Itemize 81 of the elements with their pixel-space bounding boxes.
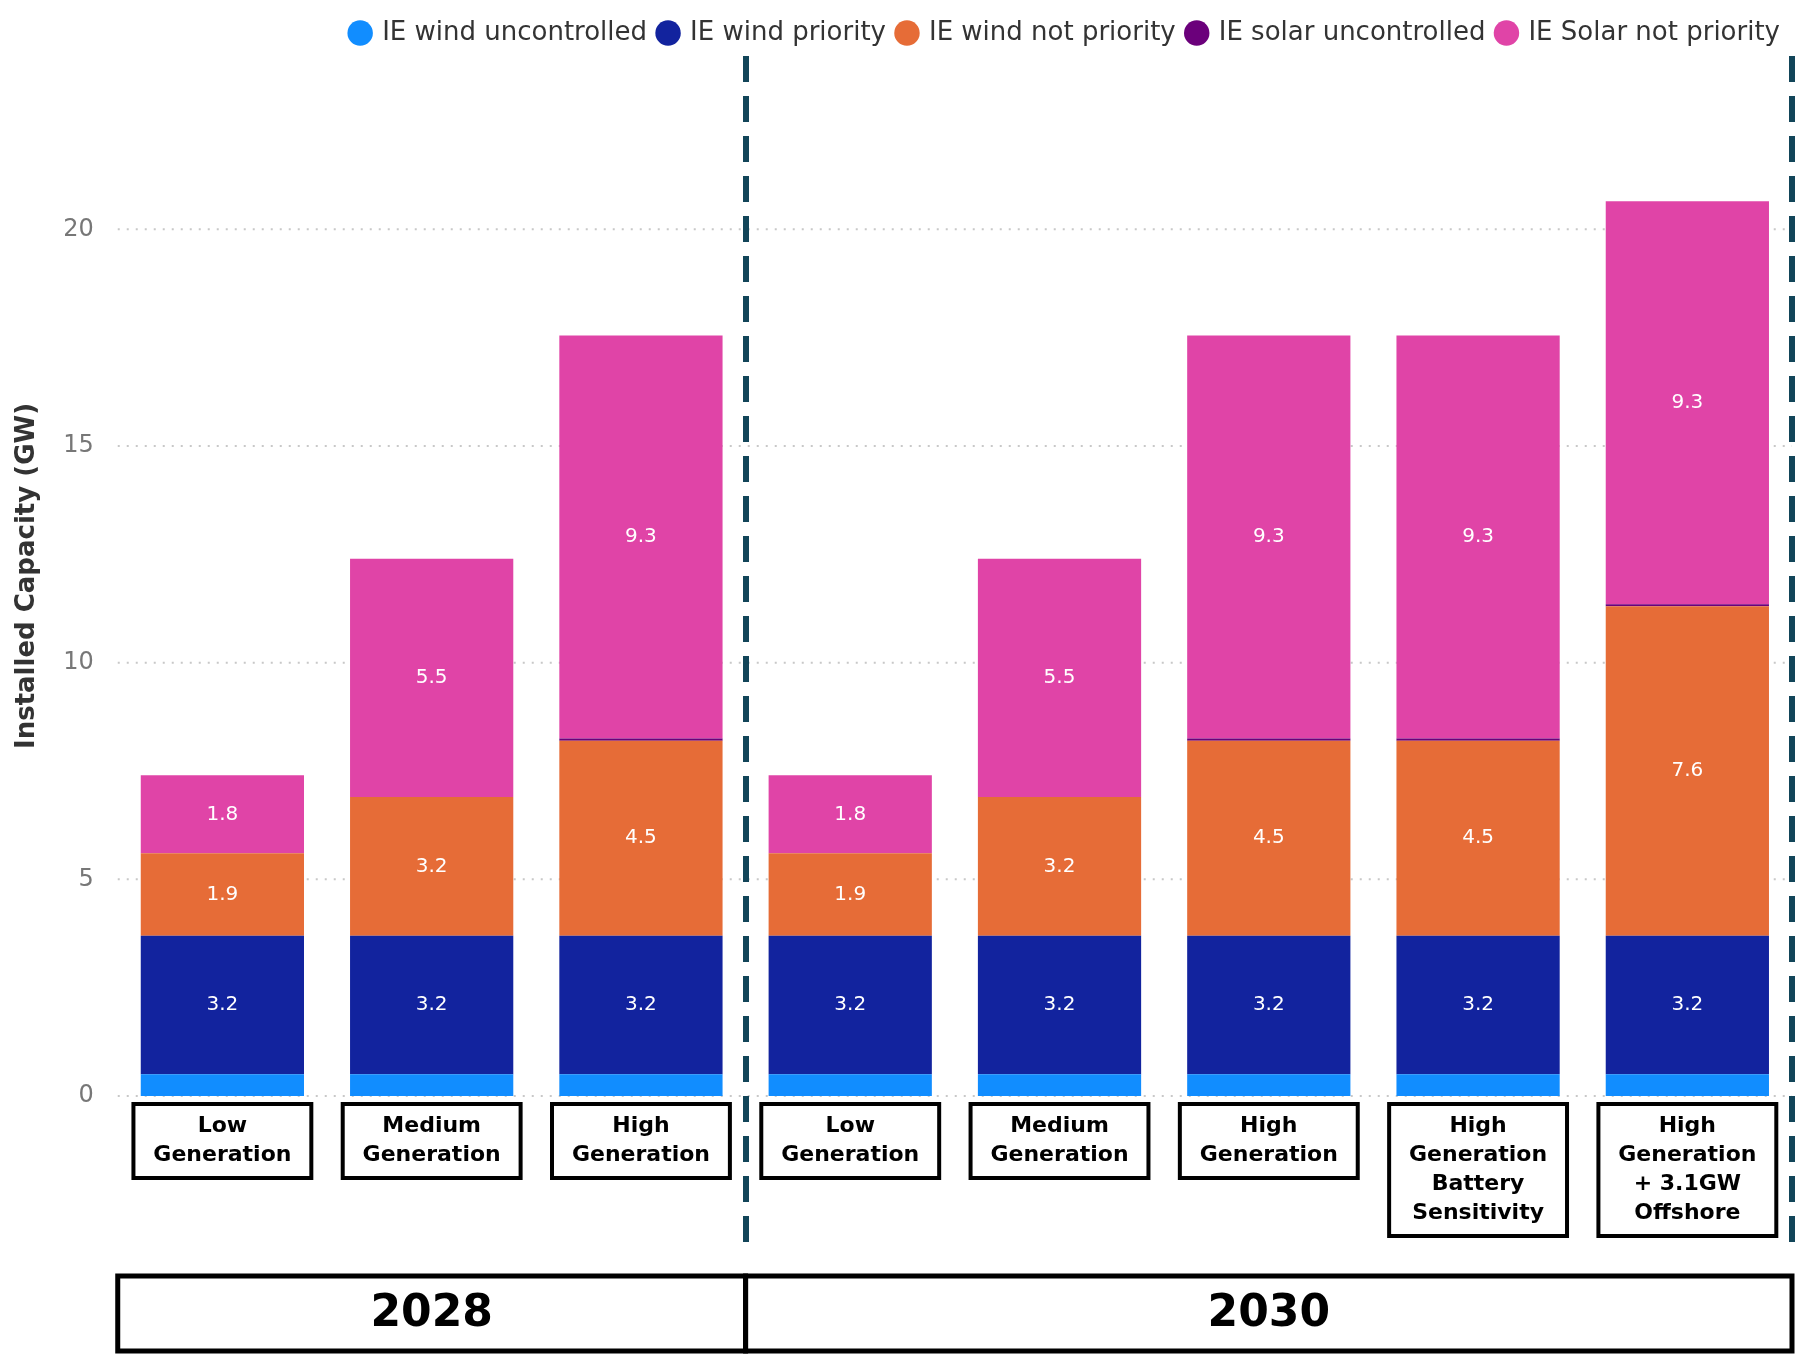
data-label: 3.2 [1043, 991, 1076, 1016]
data-label: 9.3 [1252, 523, 1285, 548]
x-tick-label: Low Generation [781, 1112, 920, 1167]
bar [768, 853, 932, 936]
data-label: 3.2 [1043, 852, 1076, 877]
bar [559, 935, 723, 1075]
bar [1396, 935, 1560, 1075]
x-tick-label: High Generation + 3.1GW Offshore [1618, 1112, 1757, 1225]
data-label: 3.2 [1462, 991, 1494, 1016]
data-label: 3.2 [834, 991, 867, 1016]
y-axis-title: Installed Capacity (GW) [10, 402, 41, 750]
bar [350, 1074, 514, 1096]
bar [1605, 201, 1769, 605]
y-tick-label: 15 [63, 430, 94, 459]
data-label: 3.2 [1671, 991, 1704, 1016]
bar [350, 935, 514, 1075]
bar [1396, 335, 1560, 739]
y-tick-label: 0 [78, 1080, 94, 1109]
bar [1187, 738, 1351, 741]
x-tick-label: Low Generation [153, 1112, 292, 1167]
y-tick-label: 20 [63, 213, 94, 242]
x-tick-label: High Generation [1199, 1112, 1338, 1167]
data-label: 4.5 [1462, 824, 1494, 849]
bar [977, 935, 1142, 1075]
data-label: 3.2 [1252, 991, 1285, 1016]
y-tick-label: 5 [78, 863, 94, 892]
bar [1605, 1074, 1769, 1096]
bar [1187, 1074, 1351, 1096]
bar [768, 775, 932, 854]
legend-label: IE Solar not priority [1528, 15, 1780, 46]
data-label: 1.9 [206, 880, 239, 905]
bar [1605, 604, 1769, 607]
bar [350, 797, 514, 936]
bar [1605, 606, 1769, 936]
x-tick-label: High Generation [571, 1112, 710, 1167]
data-label: 3.2 [206, 991, 239, 1016]
data-label: 1.8 [834, 800, 867, 825]
x-tick-label: Medium Generation [990, 1112, 1129, 1167]
legend-label: IE solar uncontrolled [1218, 15, 1486, 46]
x-tick-label: High Generation Battery Sensitivity [1409, 1112, 1548, 1225]
bar [559, 740, 723, 936]
bar [140, 935, 304, 1075]
legend-label: IE wind not priority [928, 15, 1176, 46]
bar [140, 1074, 304, 1096]
bar [140, 853, 304, 936]
data-label: 1.9 [834, 880, 867, 905]
x-tick-label: Medium Generation [362, 1112, 501, 1167]
legend-label: IE wind uncontrolled [382, 15, 648, 46]
bar [140, 775, 304, 854]
data-label: 5.5 [1043, 664, 1076, 689]
bar [1396, 740, 1560, 936]
bar [977, 797, 1142, 936]
text: 2030 [1207, 1285, 1331, 1337]
data-label: 9.3 [1671, 388, 1704, 413]
bar [350, 558, 514, 797]
bar [559, 1074, 723, 1096]
data-label: 3.2 [415, 852, 448, 877]
bar [768, 1074, 932, 1096]
data-label: 9.3 [1462, 523, 1494, 548]
legend-label: IE wind priority [690, 15, 886, 46]
y-tick-label: 10 [63, 646, 94, 675]
data-label: 9.3 [625, 523, 657, 548]
bar [768, 935, 932, 1075]
data-label: 3.2 [415, 991, 448, 1016]
data-label: 4.5 [1252, 824, 1285, 849]
bar [1187, 935, 1351, 1075]
data-label: 3.2 [625, 991, 657, 1016]
bar [1605, 935, 1769, 1075]
bar [1187, 335, 1351, 739]
data-label: 5.5 [415, 664, 448, 689]
bar [977, 1074, 1142, 1096]
bar [977, 558, 1142, 797]
data-label: 1.8 [206, 800, 239, 825]
data-label: 4.5 [625, 824, 657, 849]
bar [559, 335, 723, 739]
data-label: 7.6 [1671, 757, 1704, 782]
bar [559, 738, 723, 741]
text: 2028 [370, 1285, 493, 1337]
bar [1396, 738, 1560, 741]
bar [1396, 1074, 1560, 1096]
bar [1187, 740, 1351, 936]
